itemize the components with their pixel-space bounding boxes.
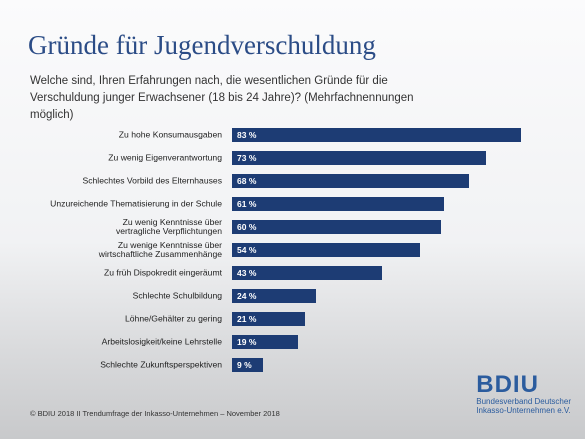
data-label: 68 % [237, 176, 257, 186]
bar [232, 197, 445, 211]
bar [232, 174, 469, 188]
bar [232, 151, 487, 165]
bar [232, 335, 299, 349]
logo: BDIU Bundesverband Deutscher Inkasso-Unt… [476, 371, 571, 416]
category-label: Schlechte Zukunftsperspektiven [100, 359, 222, 370]
chart-subtitle: Welche sind, Ihren Erfahrungen nach, die… [30, 75, 414, 121]
data-label: 43 % [237, 268, 257, 278]
bar [232, 358, 264, 372]
bar [232, 266, 382, 280]
category-label: Unzureichende Thematisierung in der Schu… [50, 198, 222, 209]
data-label: 9 % [237, 360, 252, 370]
category-label: Zu wenig Kenntnisse über vertragliche Ve… [115, 217, 222, 236]
data-label: 83 % [237, 130, 257, 140]
category-label: Arbeitslosigkeit/keine Lehrstelle [101, 336, 222, 347]
bar [232, 312, 306, 326]
bar [232, 243, 420, 257]
logo-name: BDIU [476, 371, 539, 398]
data-label: 61 % [237, 199, 257, 209]
category-label: Schlechtes Vorbild des Elternhauses [82, 175, 223, 186]
data-label: 60 % [237, 222, 257, 232]
bar [232, 289, 316, 303]
data-label: 54 % [237, 245, 257, 255]
data-label: 21 % [237, 314, 257, 324]
data-label: 73 % [237, 153, 257, 163]
logo-text: Bundesverband Deutscher [476, 397, 571, 406]
data-label: 19 % [237, 337, 257, 347]
bar [232, 220, 441, 234]
category-label: Zu wenige Kenntnisse über wirtschaftlich… [98, 240, 222, 259]
logo-text: Inkasso-Unternehmen e.V. [476, 406, 571, 415]
category-label: Löhne/Gehälter zu gering [125, 313, 222, 324]
bar [232, 128, 521, 142]
category-label: Zu hohe Konsumausgaben [118, 129, 222, 140]
footer: © BDIU 2018 II Trendumfrage der Inkasso-… [30, 409, 280, 418]
data-label: 24 % [237, 291, 257, 301]
category-label: Zu wenig Eigenverantwortung [108, 152, 222, 163]
chart-title: Gründe für Jugendverschuldung [28, 30, 376, 60]
category-label: Schlechte Schulbildung [132, 290, 222, 301]
category-label: Zu früh Dispokredit eingeräumt [104, 267, 222, 278]
